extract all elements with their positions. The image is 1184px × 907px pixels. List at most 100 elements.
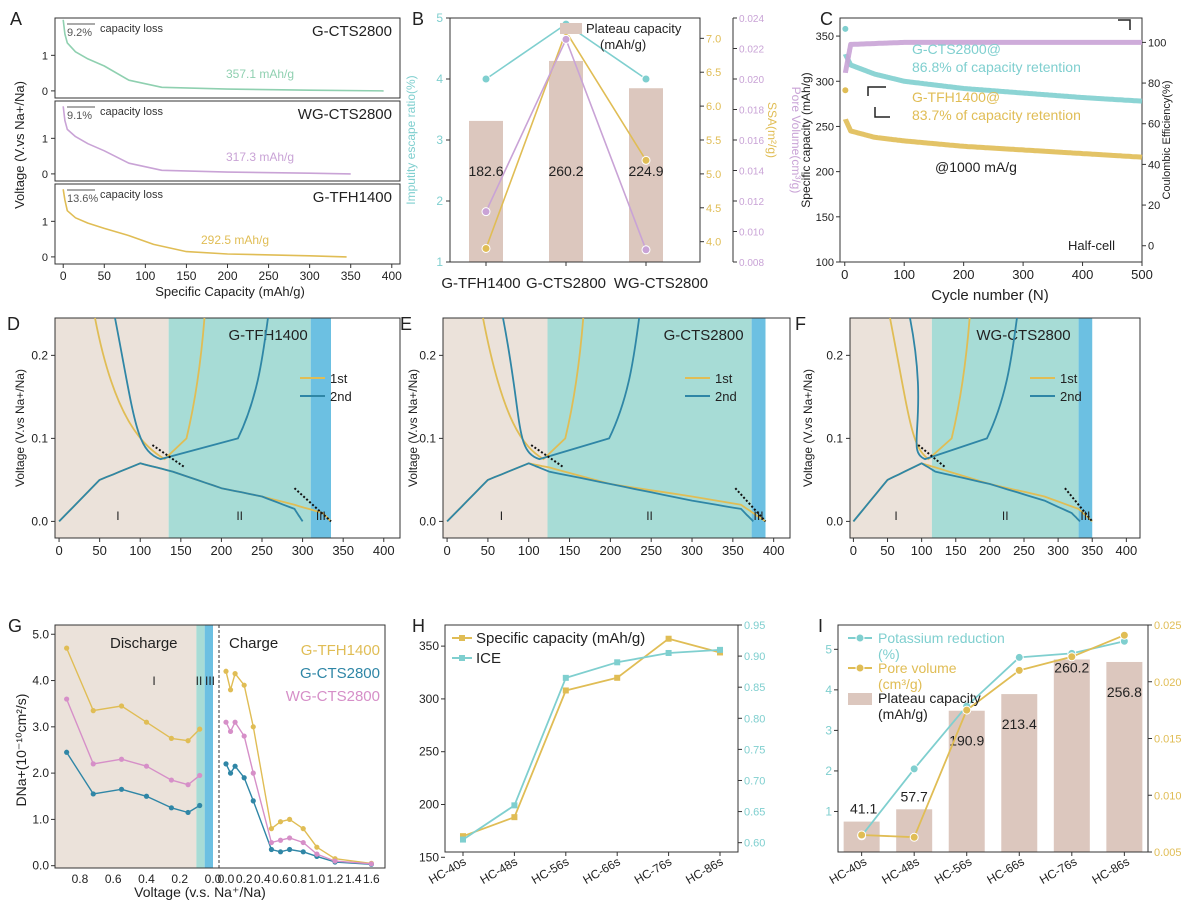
x-tick-label: 300: [1047, 543, 1069, 558]
y-tick-label: 300: [419, 692, 439, 706]
series-G-TFH1400: [62, 189, 347, 258]
y-right-tick-label: 0.015: [1154, 734, 1182, 746]
series-2nd: [852, 462, 1081, 523]
marker: [300, 839, 306, 846]
y-tick-label: 1: [42, 133, 48, 145]
series-charge: [225, 671, 372, 865]
y-mid-tick-label: 7.0: [706, 33, 721, 45]
legend-label: Potassium reduction: [878, 630, 1005, 646]
region-i: [55, 625, 197, 868]
bar-plateau: [549, 60, 583, 262]
bar-plateau: [1001, 694, 1038, 852]
y-axis-label: Specific capacity (mAh/g): [799, 72, 813, 207]
x-tick-label: 0: [443, 543, 450, 558]
y-tick-label: 3.0: [32, 720, 49, 734]
y-tick-label: 200: [816, 167, 834, 179]
legend-label: 1st: [715, 371, 733, 386]
legend-swatch: [848, 693, 872, 705]
y-right-tick-label: 0.75: [744, 744, 765, 756]
marker: [368, 861, 374, 867]
region-label: II: [196, 674, 203, 688]
panel-a-frame: [54, 100, 401, 182]
x-category-label: HC-40s: [827, 854, 869, 886]
y-tick-label: 0: [42, 86, 48, 98]
loss-percent: 9.1%: [67, 110, 92, 122]
y-mid-tick-label: 5.0: [706, 169, 721, 181]
x-tick-label: 0.6: [105, 872, 122, 886]
marker: [118, 786, 125, 792]
marker-square: [511, 802, 518, 809]
marker: [90, 791, 96, 797]
marker: [143, 793, 150, 799]
marker-impurity: [641, 74, 651, 84]
x-category-label: HC-66s: [985, 854, 1027, 886]
marker: [64, 645, 70, 651]
x-tick-label: 0.8: [290, 872, 307, 886]
series-potassium: [860, 640, 1125, 837]
x-tick-label: 0.4: [254, 872, 271, 886]
panel-letter: E: [400, 314, 412, 334]
y-mid-axis-label: SSA(m²/g): [765, 102, 779, 158]
y-tick-label: 350: [419, 639, 439, 653]
marker: [241, 733, 247, 739]
series-ice: [462, 649, 721, 841]
bar-value-label: 57.7: [901, 788, 928, 804]
legend-marker: [459, 635, 465, 641]
x-tick-label: 0: [850, 543, 857, 558]
y-right-tick-label: 80: [1148, 78, 1160, 90]
y-right-tick-label: 0.65: [744, 807, 765, 819]
x-axis-label: Voltage (v.s. Na⁺/Na): [134, 884, 266, 900]
marker: [232, 719, 238, 725]
marker: [277, 837, 284, 843]
legend-label: Plateau capacity: [586, 21, 682, 36]
panel-title: G-TFH1400: [229, 327, 308, 344]
marker-square: [665, 635, 672, 642]
panel-letter-h: H: [412, 616, 425, 636]
y-right-tick-label: 0.70: [744, 775, 765, 787]
x-tick-label: 0.2: [171, 872, 188, 886]
x-tick-label: 0.2: [236, 872, 253, 886]
marker: [118, 703, 125, 709]
series-2nd-charge: [502, 317, 641, 461]
x-tick-label: 400: [1072, 267, 1094, 282]
y-tick-label: 0.0: [419, 514, 436, 528]
y-tick-label: 1: [42, 50, 48, 62]
y-right-tick-label: 0.020: [739, 75, 764, 86]
panel-c-frame: [839, 17, 1143, 263]
y-right-tick-label: 0.95: [744, 620, 765, 632]
bar-value-label: 190.9: [949, 733, 984, 749]
y-right-tick-label: 0.016: [739, 136, 764, 147]
y-tick-label: 150: [816, 212, 834, 224]
series-2nd: [446, 462, 754, 523]
legend-label: 2nd: [1060, 389, 1082, 404]
legend-label: 2nd: [715, 389, 737, 404]
axis-arrow: [1118, 19, 1131, 30]
series-annotation: 83.7% of capacity retention: [912, 107, 1081, 123]
region-label: II: [236, 509, 243, 523]
series-legend: G-TFH1400: [301, 642, 380, 659]
panel-letter: D: [7, 314, 20, 334]
x-tick-label: 150: [945, 543, 967, 558]
tangent-line: [151, 444, 186, 469]
x-tick-label: 350: [722, 543, 744, 558]
marker: [223, 719, 229, 725]
x-tick-label: 200: [953, 267, 975, 282]
panel-frame: [849, 317, 1141, 539]
y-tick-label: 0.2: [419, 348, 436, 362]
y-tick-label: 0.2: [31, 348, 48, 362]
x-category-label: G-CTS2800: [526, 275, 606, 292]
y-tick-label: 2.0: [32, 766, 49, 780]
y-tick-label: 0.0: [32, 859, 49, 873]
y-tick-label: 300: [816, 76, 834, 88]
x-tick-label: 500: [1131, 267, 1153, 282]
marker: [197, 772, 203, 779]
marker: [185, 738, 191, 744]
marker: [168, 805, 175, 811]
x-tick-label: 400: [763, 543, 785, 558]
marker-ssa: [641, 155, 651, 165]
marker-square: [459, 833, 466, 840]
x-tick-label: 1.6: [363, 872, 380, 886]
y-right-tick-label: 0: [1148, 241, 1154, 253]
marker: [332, 858, 338, 864]
y-tick-label: 100: [816, 257, 834, 269]
